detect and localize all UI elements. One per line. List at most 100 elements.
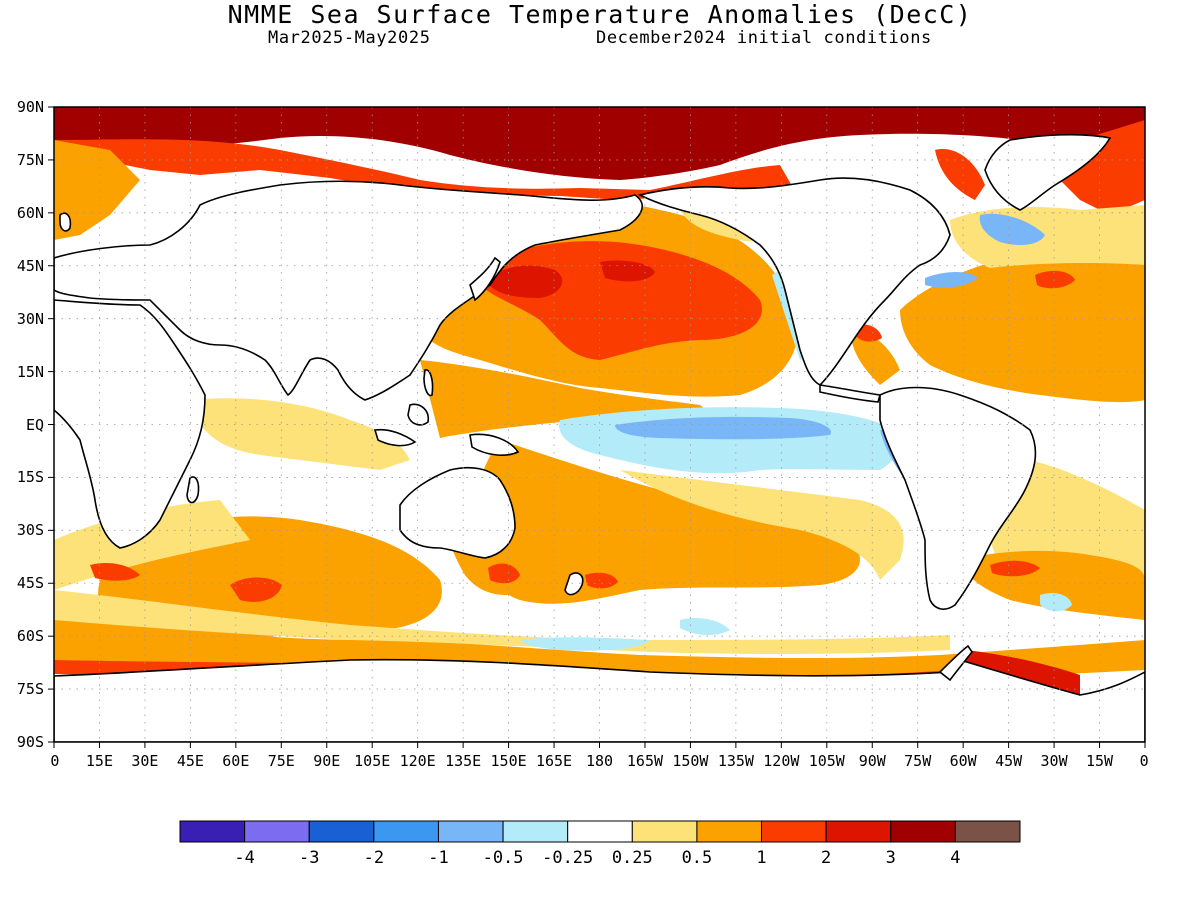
lon-label: 150E <box>490 752 527 770</box>
south-america-landmass <box>879 386 1037 610</box>
lon-label: 30W <box>1040 752 1068 770</box>
lon-label: 30E <box>131 752 159 770</box>
north-america-landmass <box>637 177 951 386</box>
lon-label: 90E <box>313 752 341 770</box>
lat-label: 75N <box>16 150 44 169</box>
south-pacific-light <box>620 470 904 580</box>
colorbar-swatch <box>890 820 956 843</box>
australia-landmass <box>399 466 516 559</box>
lon-label: 165W <box>626 752 664 770</box>
colorbar-label: 4 <box>950 848 961 868</box>
lat-label: 60S <box>16 627 44 646</box>
lon-label: 0 <box>50 752 60 770</box>
lon-label: 135E <box>445 752 482 770</box>
kuroshio-warm <box>485 265 563 298</box>
colorbar-label: -1 <box>428 848 449 868</box>
lat-label: 45S <box>16 574 44 593</box>
indian-ocean-light <box>190 398 410 470</box>
africa-landmass <box>54 299 206 549</box>
graticule <box>54 107 1145 742</box>
lon-label: 90W <box>858 752 886 770</box>
madagascar <box>186 476 200 504</box>
colorbar-swatch <box>244 820 310 843</box>
colorbar-label: -2 <box>363 848 385 868</box>
lon-label: 75W <box>904 752 932 770</box>
south-pacific-warm <box>470 440 860 604</box>
new-guinea <box>469 433 520 456</box>
lon-label: 15W <box>1085 752 1114 770</box>
colorbar-swatch <box>761 820 827 843</box>
arctic-warm-anomaly-2 <box>54 139 800 210</box>
lat-label: 30N <box>16 309 44 328</box>
lat-label: 75S <box>16 680 44 699</box>
lat-label: 30S <box>16 521 44 540</box>
lon-label: 105E <box>354 752 391 770</box>
equatorial-pacific-cold-tongue <box>615 416 831 440</box>
lat-label: 90S <box>16 733 44 751</box>
lon-label: 45W <box>995 752 1023 770</box>
lat-label: 15N <box>16 362 44 381</box>
colorbar-label: 3 <box>885 848 896 868</box>
colorbar-swatch <box>308 820 375 843</box>
axis-ticks <box>48 106 1146 748</box>
lon-label: 120E <box>399 752 436 770</box>
plot-area <box>54 107 1145 742</box>
map-title: NMME Sea Surface Temperature Anomalies (… <box>227 0 973 29</box>
lon-label: 45E <box>176 752 204 770</box>
british-isles <box>59 212 72 232</box>
colorbar-swatch <box>437 820 504 843</box>
lat-label: EQ <box>25 415 44 434</box>
colorbar-swatch <box>954 820 1021 843</box>
lon-label: 60W <box>949 752 977 770</box>
new-zealand <box>564 572 584 596</box>
colorbar-label: -0.25 <box>542 848 594 868</box>
colorbar-swatch <box>373 820 439 843</box>
colorbar-swatch <box>825 820 892 843</box>
southern-ocean-cool <box>520 637 650 651</box>
colorbar-label: 1 <box>756 848 767 868</box>
lon-label: 180 <box>585 752 614 770</box>
colorbar-label: 0.25 <box>611 848 653 868</box>
arctic-warm-anomaly <box>54 107 1145 180</box>
colorbar-swatch <box>502 820 569 843</box>
colorbar-label: -4 <box>234 848 255 868</box>
gulf-stream-cool <box>979 213 1045 246</box>
borneo <box>407 403 430 426</box>
nordic-warm-anomaly <box>54 140 140 240</box>
indonesia <box>373 428 417 447</box>
colorbar-label: 0.5 <box>681 848 713 868</box>
south-atlantic-cool <box>1040 593 1072 612</box>
southern-ocean-cool-2 <box>680 618 730 636</box>
antarctic-peninsula <box>938 644 973 682</box>
north-atlantic-warm <box>900 256 1145 403</box>
japan <box>469 256 501 302</box>
central-america <box>819 384 882 403</box>
lon-label: 75E <box>267 752 295 770</box>
tasman-core <box>488 563 520 584</box>
colorbar-swatch <box>631 820 698 843</box>
south-atlantic-core <box>990 560 1040 577</box>
lat-label: 60N <box>16 203 44 222</box>
colorbar-swatch <box>567 820 633 843</box>
greenland <box>984 133 1112 211</box>
north-atlantic-light <box>950 205 1145 268</box>
southern-ocean-light <box>54 590 950 655</box>
colorbar-swatch <box>179 820 246 843</box>
lon-label: 150W <box>672 752 709 770</box>
forecast-period: Mar2025-May2025 <box>268 28 431 48</box>
philippines <box>423 369 434 397</box>
colorbar-label: -0.5 <box>482 848 524 868</box>
kuroshio-warm-2 <box>600 260 655 282</box>
lon-label: 165E <box>535 752 573 770</box>
lon-label: 105W <box>808 752 845 770</box>
labrador-warm <box>935 149 985 200</box>
eurasia-landmass <box>54 180 643 401</box>
colorbar <box>179 820 1021 843</box>
lon-label: 15E <box>85 752 113 770</box>
colorbar-label: -3 <box>298 848 320 868</box>
colorbar-swatch <box>696 820 763 843</box>
colorbar-label: 2 <box>821 848 832 868</box>
lat-label: 45N <box>16 256 44 275</box>
north-atlantic-core <box>1035 270 1075 289</box>
